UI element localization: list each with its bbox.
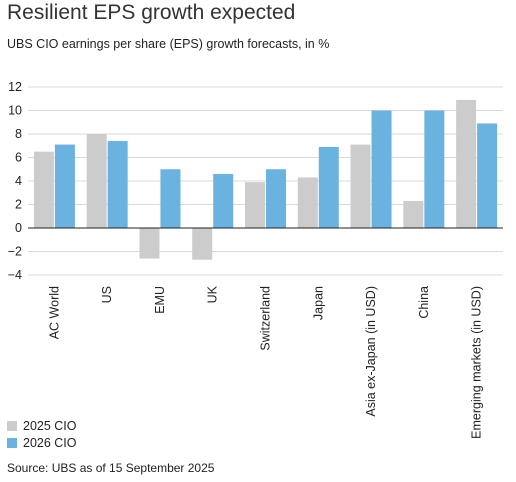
bar-2025-6 xyxy=(350,144,371,228)
chart-subtitle: UBS CIO earnings per share (EPS) growth … xyxy=(7,37,330,51)
x-tick-label: China xyxy=(417,286,431,319)
y-tick-label: −2 xyxy=(8,245,22,259)
legend-swatch-2026 xyxy=(7,438,17,448)
bar-2025-4 xyxy=(245,182,265,228)
y-tick-label: −4 xyxy=(8,268,22,282)
bar-2026-2 xyxy=(160,169,181,228)
y-tick-label: 10 xyxy=(8,104,22,118)
y-tick-label: 4 xyxy=(15,174,22,188)
bars xyxy=(33,99,498,260)
legend-item-2025: 2025 CIO xyxy=(7,419,77,433)
axes: −4 −2 0 2 4 6 8 10 12 AC World US EMU UK Switzerland J… xyxy=(8,80,503,439)
bar-2026-3 xyxy=(213,173,234,228)
gridlines xyxy=(28,86,503,276)
x-tick-label: Japan xyxy=(311,286,325,320)
x-tick-label: EMU xyxy=(153,286,167,314)
bar-2026-7 xyxy=(424,110,445,228)
bar-2026-0 xyxy=(54,144,75,228)
y-tick-label: 0 xyxy=(15,221,22,235)
legend-item-2026: 2026 CIO xyxy=(7,436,77,450)
bar-2026-4 xyxy=(266,169,286,228)
bar-2025-1 xyxy=(86,134,107,228)
bar-2026-1 xyxy=(107,141,128,228)
bar-2025-8 xyxy=(456,99,477,228)
legend-label-2026: 2026 CIO xyxy=(23,436,77,450)
bar-2026-8 xyxy=(477,123,498,228)
bar-2025-7 xyxy=(403,200,424,228)
x-tick-label: Emerging markets (in USD) xyxy=(470,286,484,439)
bar-2025-5 xyxy=(297,177,318,228)
bar-2025-3 xyxy=(192,228,213,260)
chart-title: Resilient EPS growth expected xyxy=(7,1,296,24)
y-tick-label: 2 xyxy=(15,198,22,212)
legend-label-2025: 2025 CIO xyxy=(23,419,77,433)
source-note: Source: UBS as of 15 September 2025 xyxy=(7,461,215,475)
legend-swatch-2025 xyxy=(7,421,17,431)
x-tick-label: US xyxy=(100,286,114,303)
x-tick-label: AC World xyxy=(47,286,61,339)
y-tick-label: 8 xyxy=(15,127,22,141)
y-tick-label: 6 xyxy=(15,151,22,165)
bar-2025-2 xyxy=(139,228,160,259)
x-tick-label: Asia ex-Japan (in USD) xyxy=(364,286,378,417)
y-tick-label: 12 xyxy=(8,80,22,94)
x-tick-label: UK xyxy=(206,285,220,303)
bar-2026-5 xyxy=(318,146,339,228)
bar-2025-0 xyxy=(33,151,54,228)
bar-2026-6 xyxy=(371,110,392,228)
x-tick-label: Switzerland xyxy=(259,286,273,351)
